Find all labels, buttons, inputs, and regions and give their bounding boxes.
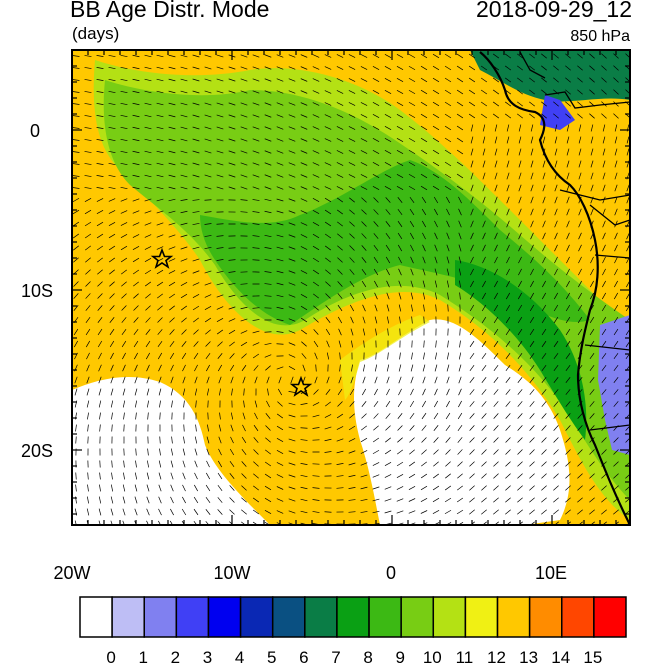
colorbar-swatch — [433, 597, 465, 637]
colorbar-swatch — [80, 597, 112, 637]
colorbar-tick-label: 14 — [544, 648, 578, 668]
colorbar-swatch — [176, 597, 208, 637]
colorbar-tick-label: 1 — [126, 648, 160, 668]
lon-label-3: 0 — [386, 563, 396, 583]
colorbar — [79, 596, 627, 640]
colorbar-swatch — [241, 597, 273, 637]
colorbar-swatch — [305, 597, 337, 637]
colorbar-swatch — [498, 597, 530, 637]
lon-label-4: 10E — [535, 563, 567, 583]
colorbar-tick-label: 2 — [158, 648, 192, 668]
colorbar-tick-label: 6 — [287, 648, 321, 668]
colorbar-tick-label: 15 — [576, 648, 610, 668]
lat-label-1: 0 — [30, 121, 40, 141]
lon-label-2: 10W — [213, 563, 250, 583]
colorbar-tick-label: 7 — [319, 648, 353, 668]
colorbar-tick-label: 11 — [447, 648, 481, 668]
colorbar-swatch — [337, 597, 369, 637]
colorbar-tick-label: 12 — [480, 648, 514, 668]
colorbar-tick-label: 8 — [351, 648, 385, 668]
colorbar-swatch — [112, 597, 144, 637]
colorbar-tick-label: 13 — [512, 648, 546, 668]
colorbar-swatch — [208, 597, 240, 637]
colorbar-swatch — [594, 597, 626, 637]
colorbar-swatch — [273, 597, 305, 637]
colorbar-swatch — [530, 597, 562, 637]
colorbar-tick-label: 0 — [94, 648, 128, 668]
colorbar-swatch — [562, 597, 594, 637]
colorbar-tick-label: 10 — [415, 648, 449, 668]
colorbar-tick-label: 5 — [255, 648, 289, 668]
colorbar-swatch — [369, 597, 401, 637]
age-field — [72, 50, 631, 527]
lon-label-1: 20W — [53, 563, 90, 583]
colorbar-tick-label: 4 — [223, 648, 257, 668]
lat-label-2: 10S — [21, 281, 53, 301]
colorbar-swatch — [144, 597, 176, 637]
lat-label-3: 20S — [21, 441, 53, 461]
colorbar-tick-label: 9 — [383, 648, 417, 668]
colorbar-swatch — [401, 597, 433, 637]
map-figure: 20W 10W 0 10E 0 10S 20S — [0, 0, 650, 590]
colorbar-tick-label: 3 — [190, 648, 224, 668]
colorbar-swatch — [465, 597, 497, 637]
